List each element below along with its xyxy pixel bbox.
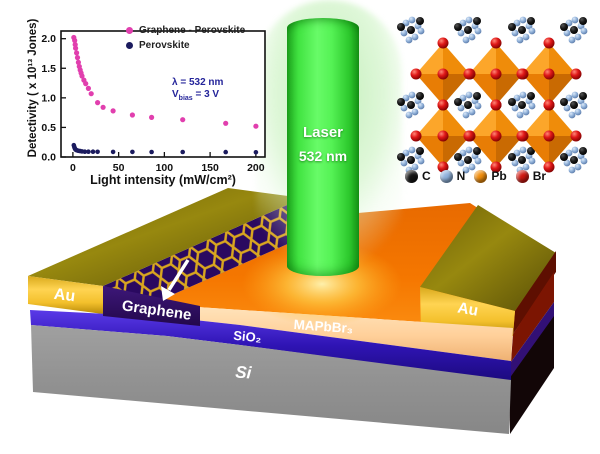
laser-label: Laser bbox=[302, 124, 344, 141]
legend-marker-graphene-perovskite bbox=[126, 27, 133, 34]
svg-text:1.0: 1.0 bbox=[41, 92, 56, 104]
nitrogen-atom-icon bbox=[439, 169, 453, 183]
au-right-top-face bbox=[420, 205, 556, 311]
svg-text:100: 100 bbox=[156, 162, 174, 174]
au-right-label: Au bbox=[456, 299, 479, 319]
legend-marker-perovskite bbox=[126, 42, 133, 49]
annotation-wavelength: λ = 532 nm bbox=[172, 77, 224, 88]
chart-y-axis-label: Detectivity ( x 10¹³ Jones) bbox=[27, 18, 39, 158]
svg-text:0.0: 0.0 bbox=[41, 152, 56, 164]
crystal-legend: C N Pb Br bbox=[405, 168, 546, 184]
svg-text:150: 150 bbox=[201, 162, 219, 174]
legend-label: Perovskite bbox=[139, 40, 190, 51]
legend-item-graphene-perovskite: Graphene - Perovskite bbox=[126, 23, 245, 38]
oxide-label: SiO₂ bbox=[233, 328, 263, 345]
au-left-top-face bbox=[28, 188, 303, 286]
chart-legend: Graphene - Perovskite Perovskite bbox=[126, 23, 245, 53]
perovskite-label: MAPbBr₃ bbox=[293, 317, 353, 336]
chart-x-axis-label: Light intensity (mW/cm²) bbox=[90, 173, 236, 187]
svg-text:2.0: 2.0 bbox=[41, 33, 56, 45]
lead-atom-icon bbox=[474, 169, 488, 183]
substrate-side-face bbox=[509, 316, 554, 434]
chart-annotation: λ = 532 nm Vbias = 3 V bbox=[172, 77, 223, 105]
perovskite-side-face bbox=[511, 272, 554, 362]
graphene-front-face bbox=[103, 286, 200, 326]
crystal-structure bbox=[397, 16, 588, 174]
substrate-label: Si bbox=[235, 362, 254, 382]
au-left-label: Au bbox=[53, 286, 76, 305]
crystal-legend-item-n: N bbox=[439, 169, 465, 183]
oxide-side-face bbox=[509, 302, 554, 381]
svg-text:0: 0 bbox=[70, 162, 76, 174]
graphene-arrow bbox=[161, 259, 190, 301]
svg-text:1.5: 1.5 bbox=[41, 63, 56, 75]
legend-label: Graphene - Perovskite bbox=[139, 25, 246, 36]
svg-text:50: 50 bbox=[113, 162, 125, 174]
au-left-front-face bbox=[28, 276, 103, 314]
perovskite-front-face bbox=[167, 305, 513, 361]
laser-wavelength-label: 532 nm bbox=[298, 148, 348, 164]
crystal-legend-item-c: C bbox=[405, 169, 431, 183]
chart-plot-area: 0 50 100 150 200 0.0 0.5 1.0 1.5 2.0 bbox=[41, 30, 266, 174]
carbon-atom-icon bbox=[405, 169, 418, 183]
detectivity-chart: 0 50 100 150 200 0.0 0.5 1.0 1.5 2.0 Detectivity … bbox=[0, 0, 290, 200]
crystal-legend-item-br: Br bbox=[515, 169, 546, 183]
oxide-front-face bbox=[30, 310, 511, 381]
svg-text:0.5: 0.5 bbox=[41, 122, 56, 134]
crystal-legend-item-pb: Pb bbox=[474, 169, 507, 183]
substrate-front-face bbox=[31, 325, 511, 434]
legend-item-perovskite: Perovskite bbox=[126, 38, 245, 53]
laser-beam bbox=[287, 18, 359, 276]
device-side-red-stripe bbox=[513, 251, 556, 334]
annotation-bias: Vbias = 3 V bbox=[172, 89, 220, 102]
svg-text:200: 200 bbox=[247, 162, 265, 174]
bromine-atom-icon bbox=[515, 169, 529, 183]
